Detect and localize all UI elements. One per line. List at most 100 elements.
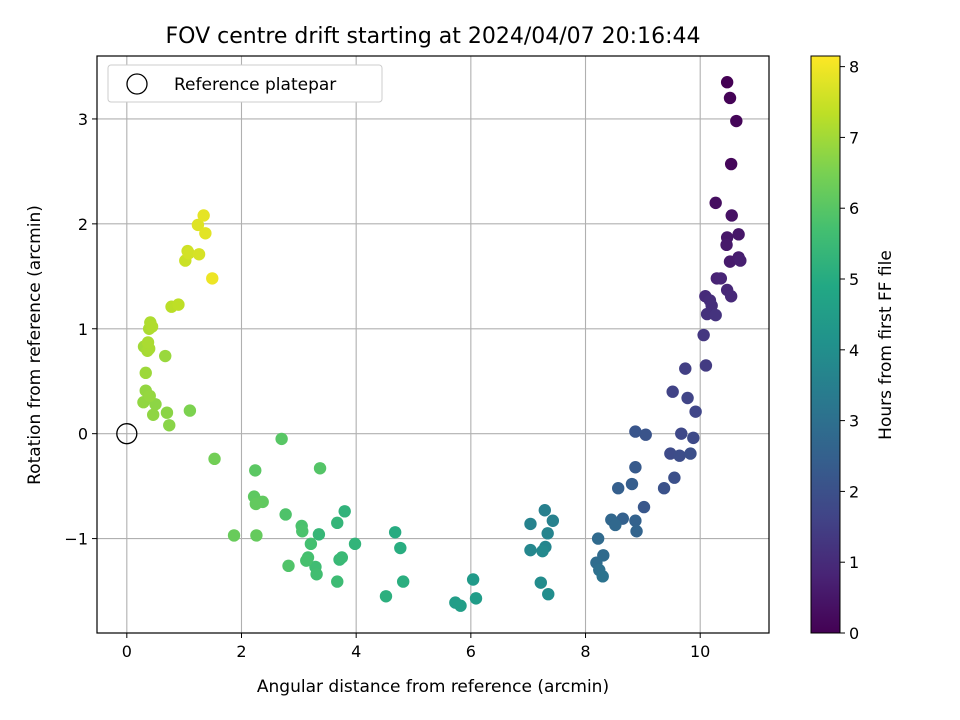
data-point (666, 385, 679, 398)
legend-reference-marker (126, 73, 148, 95)
grid-lines (97, 56, 769, 633)
data-point (630, 525, 643, 538)
data-point (208, 452, 221, 466)
data-point (709, 196, 722, 210)
data-point (300, 554, 313, 567)
data-point (625, 477, 639, 491)
y-tick-label: 2 (78, 215, 88, 234)
colorbar-ticks: 0 1 2 3 4 5 6 7 8 (840, 58, 859, 643)
data-point (681, 391, 694, 405)
data-point (396, 575, 410, 588)
colorbar-tick-label: 6 (849, 199, 859, 218)
x-tick-label: 10 (690, 642, 710, 661)
data-point (724, 157, 738, 171)
data-point (732, 228, 745, 241)
y-axis-label: Rotation from reference (arcmin) (25, 205, 45, 485)
data-point (183, 404, 197, 417)
scatter-points (137, 76, 747, 612)
x-tick-label: 0 (122, 642, 132, 661)
data-point (206, 272, 219, 285)
data-point (734, 254, 747, 267)
colorbar-tick-label: 0 (849, 624, 859, 643)
data-point (687, 431, 700, 445)
colorbar-tick-label: 8 (849, 58, 859, 77)
data-point (338, 505, 351, 518)
data-point (163, 419, 176, 432)
data-point (312, 528, 326, 541)
data-point (639, 428, 652, 441)
data-point (466, 573, 480, 586)
data-point (227, 529, 241, 542)
colorbar-tick-label: 1 (849, 553, 859, 572)
reference-platepar-marker (116, 423, 138, 445)
data-point (139, 366, 152, 380)
data-point (637, 500, 651, 514)
data-point (689, 405, 702, 418)
y-tick-label: 1 (78, 320, 88, 339)
colorbar-tick-label: 2 (849, 482, 859, 501)
data-point (714, 272, 728, 285)
colorbar-tick-label: 7 (849, 128, 859, 147)
colorbar-label: Hours from first FF file (876, 250, 896, 440)
data-point (629, 461, 642, 474)
data-point (709, 308, 722, 322)
data-point (335, 551, 349, 564)
data-point (159, 349, 172, 363)
data-point (699, 359, 713, 372)
data-point (197, 209, 210, 222)
data-point (249, 464, 262, 477)
legend-box (107, 64, 383, 103)
data-point (394, 541, 407, 555)
data-point (191, 218, 205, 232)
data-point (192, 248, 206, 261)
data-point (612, 482, 625, 495)
colorbar-frame (810, 55, 841, 634)
x-axis-label: Angular distance from reference (arcmin) (257, 677, 609, 697)
x-tick-label: 8 (580, 642, 590, 661)
data-point (146, 408, 160, 421)
data-point (629, 514, 642, 527)
data-point (454, 599, 467, 612)
data-point (730, 114, 743, 128)
colorbar-gradient (811, 56, 840, 633)
data-point (546, 514, 560, 527)
x-tick-label: 2 (236, 642, 246, 661)
data-point (684, 447, 697, 460)
data-point (723, 91, 737, 105)
data-point (679, 362, 692, 375)
data-point (182, 247, 195, 260)
data-point (534, 576, 547, 589)
data-point (541, 527, 554, 540)
data-point (673, 449, 686, 462)
reference-marker-group (116, 423, 138, 445)
data-point (275, 432, 288, 446)
data-point (348, 537, 362, 551)
data-point (172, 298, 185, 311)
data-point (304, 537, 318, 551)
data-point (542, 587, 555, 601)
data-point (388, 526, 402, 539)
data-point (536, 544, 549, 558)
data-point (725, 209, 738, 222)
colorbar-tick-label: 3 (849, 412, 859, 431)
data-point (296, 525, 309, 538)
x-axis-ticks: 0 2 4 6 8 10 (122, 633, 710, 661)
data-point (199, 227, 212, 240)
data-point (160, 406, 174, 419)
data-point (313, 462, 327, 475)
data-point (331, 575, 344, 588)
data-point (591, 532, 605, 545)
data-point (145, 320, 159, 333)
y-tick-label: 0 (78, 425, 88, 444)
colorbar-tick-label: 5 (849, 270, 859, 289)
chart-title: FOV centre drift starting at 2024/04/07 … (166, 24, 701, 49)
data-point (538, 504, 552, 517)
data-point (282, 559, 295, 573)
data-point (249, 497, 263, 511)
data-point (524, 543, 537, 557)
y-axis-ticks: −1 0 1 2 3 (64, 110, 97, 549)
y-tick-label: 3 (78, 110, 88, 129)
data-point (668, 471, 681, 484)
data-point (310, 568, 323, 581)
